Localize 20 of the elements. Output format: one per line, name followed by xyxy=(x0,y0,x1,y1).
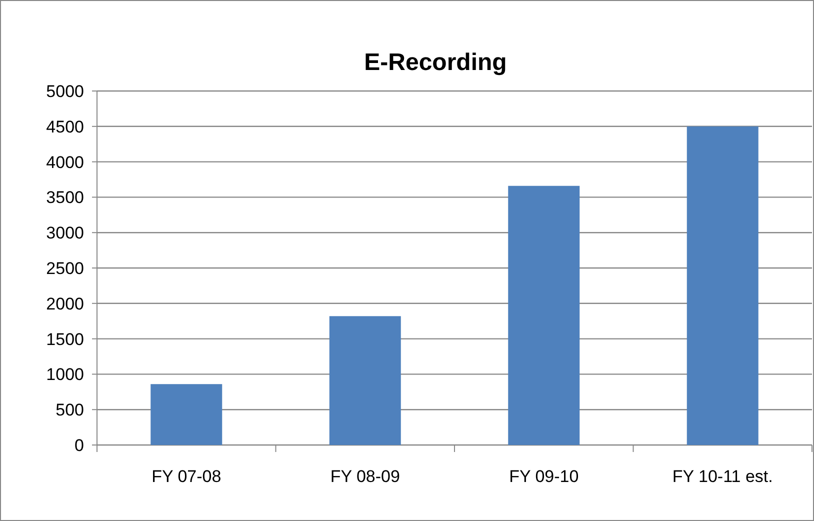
y-tick-label: 1500 xyxy=(46,330,84,349)
x-tick-label: FY 10-11 est. xyxy=(672,467,773,486)
x-tick-label: FY 09-10 xyxy=(509,467,579,486)
y-tick-label: 1000 xyxy=(46,365,84,384)
y-tick-label: 0 xyxy=(74,436,84,455)
x-tick-label: FY 07-08 xyxy=(152,467,222,486)
y-tick-label: 5000 xyxy=(46,82,84,101)
y-tick-label: 4000 xyxy=(46,152,84,172)
chart-title: E-Recording xyxy=(364,49,507,76)
y-tick-label: 3000 xyxy=(46,224,84,243)
y-tick-label: 2000 xyxy=(46,294,84,314)
y-tick-label: 2500 xyxy=(46,258,84,278)
bar xyxy=(686,126,758,445)
x-tick-label: FY 08-09 xyxy=(330,467,400,486)
y-tick-label: 4500 xyxy=(46,117,84,136)
y-tick-label: 500 xyxy=(56,400,84,420)
bar xyxy=(329,316,401,445)
y-tick-label: 3500 xyxy=(46,188,84,208)
bar xyxy=(508,186,580,445)
bar xyxy=(150,384,222,445)
